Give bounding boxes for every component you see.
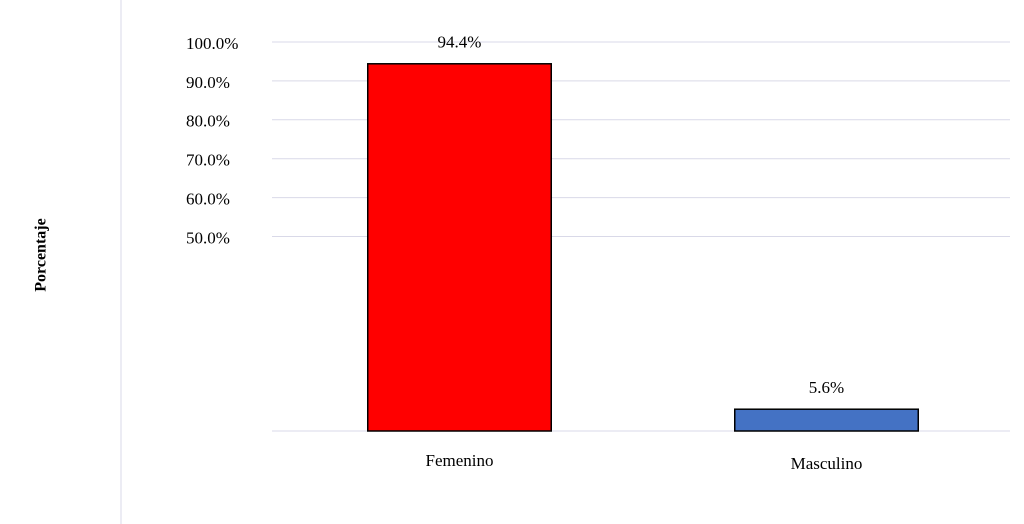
value-label: 94.4% [438,33,482,52]
value-label: 5.6% [809,378,844,397]
y-tick-label: 90.0% [186,73,230,92]
y-axis-label: Porcentaje [33,218,50,291]
y-tick-label: 60.0% [186,190,230,209]
y-tick-label: 80.0% [186,112,230,131]
page: {"chart_data": {"type": "bar", "y_label"… [0,0,1024,524]
bar [368,64,552,431]
chart: Porcentaje 50.0% 60.0% 70.0% 80.0% 90.0% 100.… [0,0,1024,524]
y-tick-label: 50.0% [186,228,230,247]
bar [735,409,919,431]
y-tick-label: 100.0% [186,34,238,53]
x-tick-label: Femenino [426,451,494,470]
y-tick-label: 70.0% [186,151,230,170]
x-tick-label: Masculino [791,454,863,473]
